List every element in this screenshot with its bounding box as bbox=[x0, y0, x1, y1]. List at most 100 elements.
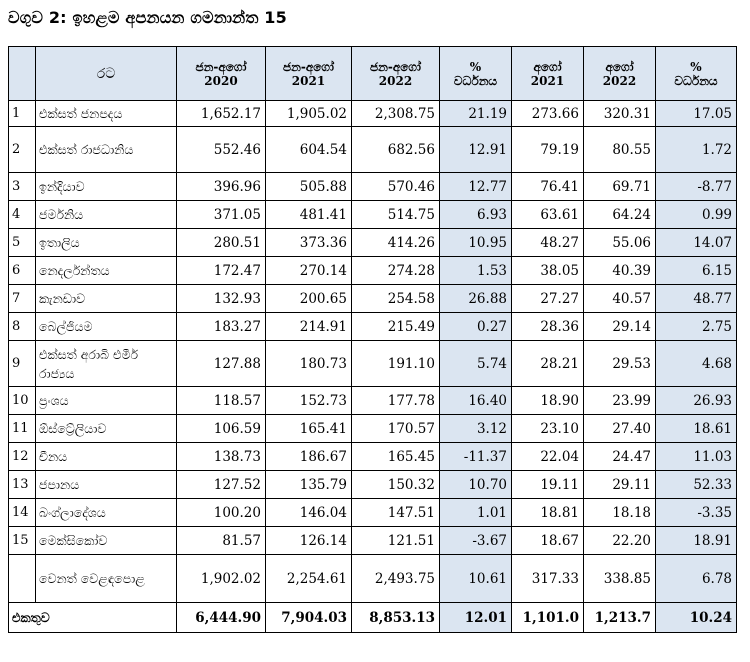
row-index: 7 bbox=[8, 284, 36, 313]
row-value: 146.04 bbox=[265, 498, 352, 527]
row-country: ජර්මනිය bbox=[35, 200, 177, 229]
row-value: 200.65 bbox=[265, 284, 352, 313]
row-value: 18.18 bbox=[583, 498, 656, 527]
row-value: 12.91 bbox=[439, 126, 512, 173]
row-value: 273.66 bbox=[511, 100, 584, 127]
row-value: 26.93 bbox=[655, 386, 737, 415]
row-value: 18.90 bbox=[511, 386, 584, 415]
row-value: 317.33 bbox=[511, 554, 584, 603]
row-value: 150.32 bbox=[351, 470, 440, 499]
row-value: 1.53 bbox=[439, 256, 512, 285]
header-jan-aug-2021: ජන-අගෝ 2021 bbox=[265, 46, 352, 101]
row-index: 14 bbox=[8, 498, 36, 527]
row-value: 22.04 bbox=[511, 442, 584, 471]
row-value: 69.71 bbox=[583, 172, 656, 201]
row-value: 1.72 bbox=[655, 126, 737, 173]
row-value: 38.05 bbox=[511, 256, 584, 285]
table-row: 9 එක්සත් අරාබි එමීර් රාජ්‍යය 127.88 180.73 1… bbox=[8, 340, 737, 387]
row-value: 191.10 bbox=[351, 340, 440, 387]
row-value: 28.21 bbox=[511, 340, 584, 387]
row-value: 552.46 bbox=[176, 126, 266, 173]
row-value: 147.51 bbox=[351, 498, 440, 527]
row-value: 48.27 bbox=[511, 228, 584, 257]
header-growth-jan-aug: % වර්ධනය bbox=[439, 46, 512, 101]
row-country: මෙක්සිකෝව bbox=[35, 526, 177, 555]
row-value: 135.79 bbox=[265, 470, 352, 499]
row-value: 6.93 bbox=[439, 200, 512, 229]
row-value: 52.33 bbox=[655, 470, 737, 499]
row-value: 64.24 bbox=[583, 200, 656, 229]
total-value: 1,101.0 bbox=[511, 602, 584, 633]
row-value: 121.51 bbox=[351, 526, 440, 555]
row-value: 80.55 bbox=[583, 126, 656, 173]
row-value: 177.78 bbox=[351, 386, 440, 415]
total-value: 12.01 bbox=[439, 602, 512, 633]
row-value: 186.67 bbox=[265, 442, 352, 471]
row-value: 1,652.17 bbox=[176, 100, 266, 127]
row-value: 3.12 bbox=[439, 414, 512, 443]
row-value: 320.31 bbox=[583, 100, 656, 127]
row-value: 396.96 bbox=[176, 172, 266, 201]
row-value: 280.51 bbox=[176, 228, 266, 257]
row-value: 270.14 bbox=[265, 256, 352, 285]
row-value: 2,254.61 bbox=[265, 554, 352, 603]
exports-table-wrapper: රට ජන-අගෝ 2020 ජන-අගෝ 2021 ජන-අගෝ 2022 % වර්… bbox=[8, 46, 737, 633]
row-country: එක්සත් ජනපදය bbox=[35, 100, 177, 127]
row-value: 2,493.75 bbox=[351, 554, 440, 603]
table-title: වගුව 2: ඉහළම අපනයන ගමනාන්ත 15 bbox=[8, 8, 287, 27]
header-jan-aug-2020: ජන-අගෝ 2020 bbox=[176, 46, 266, 101]
row-value: 19.11 bbox=[511, 470, 584, 499]
table-row: 11 ඕස්ට්‍රේලියාව 106.59 165.41 170.57 3.12 23.… bbox=[8, 414, 737, 443]
row-value: 6.78 bbox=[655, 554, 737, 603]
total-label: එකතුව bbox=[8, 602, 177, 633]
row-value: 16.40 bbox=[439, 386, 512, 415]
row-value: 373.36 bbox=[265, 228, 352, 257]
row-index: 6 bbox=[8, 256, 36, 285]
row-value: 18.91 bbox=[655, 526, 737, 555]
row-value: -11.37 bbox=[439, 442, 512, 471]
row-value: 63.61 bbox=[511, 200, 584, 229]
row-value: 81.57 bbox=[176, 526, 266, 555]
row-value: 28.36 bbox=[511, 312, 584, 341]
row-country: නෙදර්ලන්තය bbox=[35, 256, 177, 285]
header-growth-aug: % වර්ධනය bbox=[655, 46, 737, 101]
header-jan-aug-2022: ජන-අගෝ 2022 bbox=[351, 46, 440, 101]
row-value: 10.70 bbox=[439, 470, 512, 499]
row-value: 254.58 bbox=[351, 284, 440, 313]
row-value: 2,308.75 bbox=[351, 100, 440, 127]
row-country: ප්‍රංශය bbox=[35, 386, 177, 415]
row-index: 12 bbox=[8, 442, 36, 471]
table-body: 1 එක්සත් ජනපදය 1,652.17 1,905.02 2,308.75 21.… bbox=[8, 100, 737, 633]
top-export-destinations-table: රට ජන-අගෝ 2020 ජන-අගෝ 2021 ජන-අගෝ 2022 % වර්… bbox=[8, 46, 737, 633]
row-value: 6.15 bbox=[655, 256, 737, 285]
row-country: චීනය bbox=[35, 442, 177, 471]
row-value: 18.61 bbox=[655, 414, 737, 443]
row-value: 10.61 bbox=[439, 554, 512, 603]
row-value: 27.40 bbox=[583, 414, 656, 443]
row-value: 132.93 bbox=[176, 284, 266, 313]
row-value: 127.88 bbox=[176, 340, 266, 387]
row-index: 2 bbox=[8, 126, 36, 173]
table-row: 7 කැනඩාව 132.93 200.65 254.58 26.88 27.27 40.57… bbox=[8, 284, 737, 313]
row-country: ජපානය bbox=[35, 470, 177, 499]
total-value: 10.24 bbox=[655, 602, 737, 633]
row-value: 40.39 bbox=[583, 256, 656, 285]
row-country: එක්සත් රාජධානිය bbox=[35, 126, 177, 173]
row-value: 29.53 bbox=[583, 340, 656, 387]
row-value: -3.35 bbox=[655, 498, 737, 527]
row-value: 2.75 bbox=[655, 312, 737, 341]
header-row: රට ජන-අගෝ 2020 ජන-අගෝ 2021 ජන-අගෝ 2022 % වර්… bbox=[8, 46, 737, 101]
total-value: 6,444.90 bbox=[176, 602, 266, 633]
table-row: 13 ජපානය 127.52 135.79 150.32 10.70 19.11 29.11… bbox=[8, 470, 737, 499]
row-country: ඉතාලිය bbox=[35, 228, 177, 257]
table-row-total: එකතුව 6,444.90 7,904.03 8,853.13 12.01 1,101.… bbox=[8, 602, 737, 633]
row-value: 682.56 bbox=[351, 126, 440, 173]
row-value: 27.27 bbox=[511, 284, 584, 313]
row-index: 13 bbox=[8, 470, 36, 499]
row-value: 18.67 bbox=[511, 526, 584, 555]
row-value: 12.77 bbox=[439, 172, 512, 201]
row-value: 21.19 bbox=[439, 100, 512, 127]
row-value: 22.20 bbox=[583, 526, 656, 555]
row-value: 1,902.02 bbox=[176, 554, 266, 603]
row-value: 0.27 bbox=[439, 312, 512, 341]
